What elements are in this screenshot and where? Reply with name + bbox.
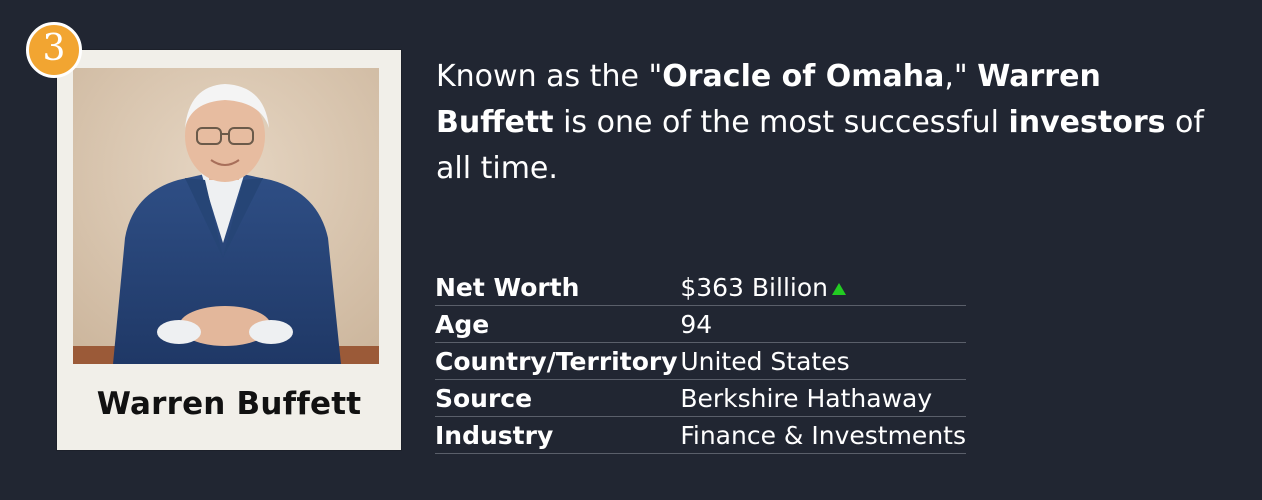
profile-description: Known as the "Oracle of Omaha," Warren B… [436, 54, 1226, 192]
description-highlight: Oracle of Omaha [662, 59, 945, 94]
stats-row-net-worth: Net Worth $363 Billion [435, 269, 966, 306]
stat-label: Industry [435, 416, 681, 454]
description-highlight: investors [1008, 105, 1166, 140]
stats-row-country: Country/Territory United States [435, 342, 966, 380]
description-text: ," [944, 59, 978, 94]
stat-value-cell: $363 Billion [680, 269, 966, 306]
stats-row-source: Source Berkshire Hathaway [435, 379, 966, 417]
stats-table: Net Worth $363 Billion Age 94 Country/Te… [435, 269, 966, 454]
stat-label: Net Worth [435, 269, 681, 306]
rank-badge: 3 [26, 22, 82, 78]
stat-value: United States [680, 342, 966, 380]
description-text: Known as the " [436, 59, 663, 94]
stat-value: $363 Billion [680, 272, 828, 302]
description-text: of all time. [436, 105, 1204, 186]
stat-label: Source [435, 379, 681, 417]
trend-up-icon [831, 282, 846, 295]
stat-label: Country/Territory [435, 342, 681, 380]
profile-photo [73, 68, 379, 364]
stats-row-industry: Industry Finance & Investments [435, 416, 966, 454]
description-highlight: Warren Buffett [436, 59, 1101, 140]
description-text: is one of the most successful [553, 105, 1009, 140]
stat-value: Finance & Investments [680, 416, 966, 454]
stat-value: 94 [680, 305, 966, 343]
stat-label: Age [435, 305, 681, 343]
profile-name: Warren Buffett [96, 386, 362, 422]
stats-row-age: Age 94 [435, 305, 966, 343]
rank-number: 3 [42, 28, 66, 69]
portrait-image [73, 68, 379, 364]
stat-value: Berkshire Hathaway [680, 379, 966, 417]
profile-card: Warren Buffett [57, 50, 401, 450]
